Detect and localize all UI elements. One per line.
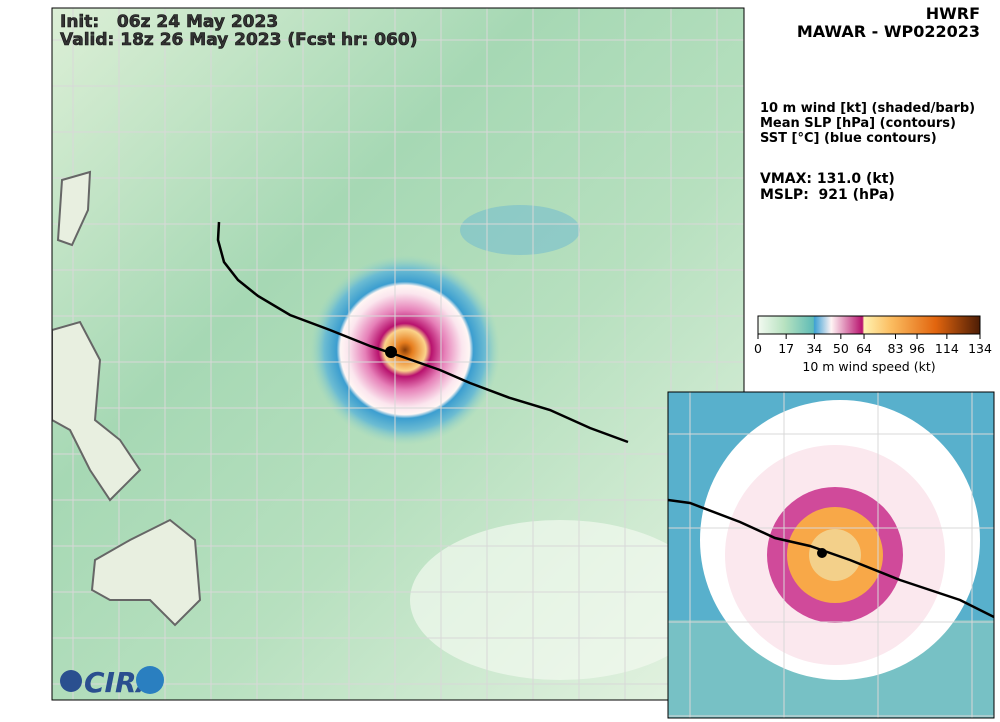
colorbar-tick-label: 34 [806,341,822,356]
colorbar-tick-label: 83 [888,341,904,356]
colorbar-tick-label: 96 [909,341,925,356]
main-map [52,8,744,700]
colorbar-tick-label: 50 [833,341,849,356]
colorbar-ticks: 0 17 34 50 64 83 96 114 134 [754,334,992,356]
model-name: HWRF [926,4,980,23]
logo: CIRA [60,666,164,699]
colorbar-tick-label: 0 [754,341,762,356]
colorbar-tick-label: 114 [935,341,959,356]
colorbar-tick-label: 64 [856,341,872,356]
init-time: Init: 06z 24 May 2023 [60,12,278,32]
map-frame [51,7,745,701]
legend-line: Mean SLP [hPa] (contours) [760,116,956,131]
colorbar [757,315,981,335]
mslp: MSLP: 921 (hPa) [760,187,895,203]
colorbar-tick-label: 134 [968,341,992,356]
inset-frame [667,391,995,719]
legend-line: 10 m wind [kt] (shaded/barb) [760,101,975,116]
legend-line: SST [°C] (blue contours) [760,131,937,146]
valid-time: Valid: 18z 26 May 2023 (Fcst hr: 060) [60,30,417,50]
colorbar-label: 10 m wind speed (kt) [802,359,935,374]
colorbar-tick-label: 17 [778,341,794,356]
inset-map [668,392,994,718]
vmax: VMAX: 131.0 (kt) [760,171,895,187]
storm-name: MAWAR - WP022023 [797,22,980,41]
